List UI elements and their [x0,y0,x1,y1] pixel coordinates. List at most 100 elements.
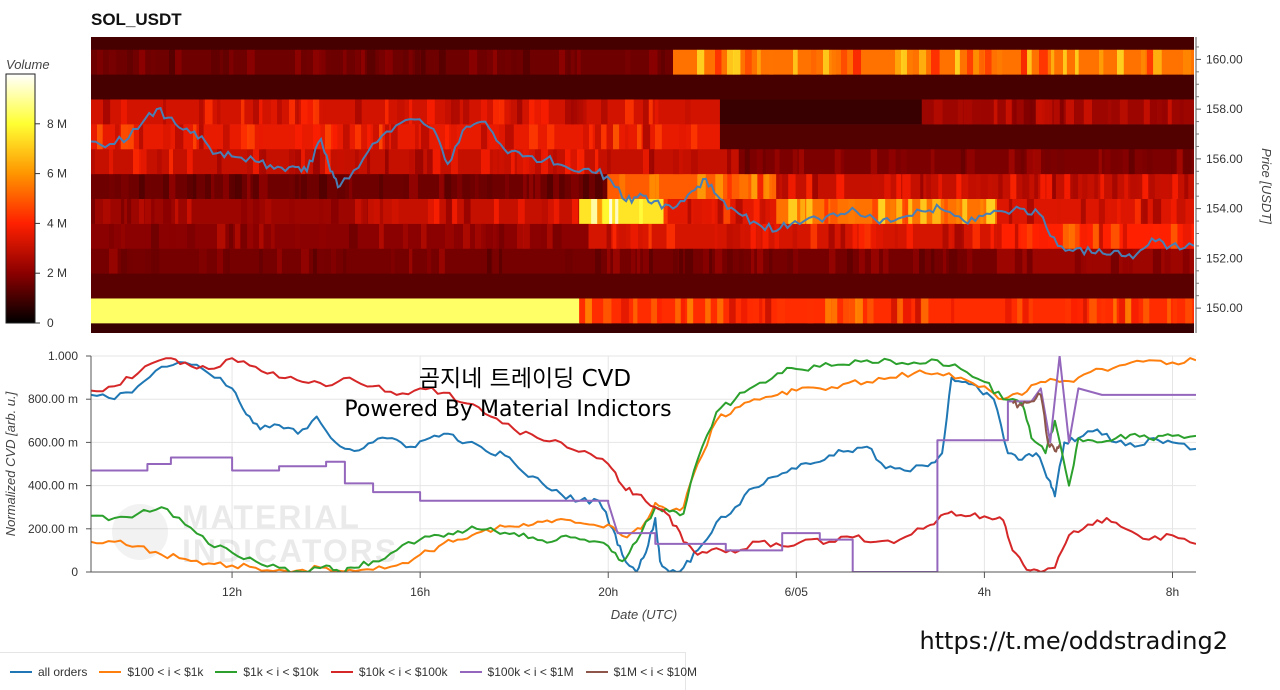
heat-band-5-seg-4 [776,198,998,224]
heat-cell [235,173,242,199]
heat-cell [487,49,494,75]
heat-cell [1032,148,1041,175]
heat-cell [1040,173,1046,199]
heat-cell [553,173,560,199]
heat-cell [541,99,549,125]
heat-cell [1185,298,1193,324]
heat-cell [373,198,380,224]
heat-cell [585,298,592,324]
heat-cell [756,148,764,175]
legend-item[interactable]: $1M < i < $10M [585,665,697,679]
heat-cell [639,198,643,224]
heat-cell [657,298,662,324]
heat-cell [547,223,553,249]
telegram-link[interactable]: https://t.me/oddstrading2 [919,627,1228,655]
cvd-series-line-2 [91,357,1196,572]
heat-cell [1173,298,1177,324]
heat-cell [319,248,325,274]
heat-cell [613,248,620,274]
heat-cell [463,99,470,125]
heat-cell [648,223,652,249]
heat-cell [1182,248,1190,274]
heat-cell [900,148,907,175]
heat-cell [864,223,872,249]
heat-cell [890,198,896,224]
heat-cell [217,248,226,274]
heat-cell [1152,198,1162,224]
heat-cell [661,49,666,75]
heat-cell [858,223,866,249]
heat-cell [175,198,179,224]
heat-cell [888,148,896,175]
heat-cell [1170,148,1175,175]
heat-cell [577,148,585,175]
heat-cell [1056,198,1062,224]
heat-cell [565,99,574,125]
heat-cell [289,99,298,125]
heat-cell [1134,198,1144,224]
heat-cell [589,124,593,150]
heat-cell [1023,99,1033,125]
heat-cell [1119,99,1128,125]
price-tick-label: 156.00 [1206,152,1243,166]
legend-item[interactable]: $1k < i < $10k [215,665,319,679]
heat-cell [621,298,629,324]
heat-cell [1142,173,1150,199]
heat-cell [691,124,698,150]
heat-cell [606,223,611,249]
heat-cell [319,49,326,75]
heat-cell [217,148,222,175]
heat-cell [757,248,764,274]
heat-cell [475,223,483,249]
price-line [91,106,1194,260]
legend-item[interactable]: all orders [10,665,87,679]
heat-cell [855,298,863,324]
legend-item[interactable]: $100 < i < $1k [99,665,203,679]
heat-cell [211,173,215,199]
heat-cell [571,99,579,125]
heat-cell [1026,223,1033,249]
heat-cell [1146,148,1153,175]
heat-cell [481,148,490,175]
heat-cell [487,248,492,274]
heat-cell [747,298,753,324]
heat-cell [391,198,399,224]
heat-cell [481,223,486,249]
heat-cell [295,223,300,249]
heat-cell [1008,148,1015,175]
heat-cell [193,124,197,150]
heat-cell [313,49,322,75]
heat-band-6-seg-1 [607,173,777,199]
heat-cell [894,223,898,249]
heat-cell [769,173,777,199]
heat-cell [723,198,731,224]
heat-cell [595,148,599,175]
heat-cell [1119,298,1129,324]
legend-item[interactable]: $100k < i < $1M [459,665,574,679]
heat-cell [319,99,324,125]
heat-cell [643,99,649,125]
heat-cell [956,173,962,199]
heat-cell [1068,223,1076,249]
legend-item[interactable]: $10k < i < $100k [330,665,448,679]
heat-cell [229,223,233,249]
heat-cell [715,173,724,199]
heat-cell [259,124,263,150]
heat-cell [1131,298,1139,324]
heat-cell [187,198,192,224]
heat-cell [872,173,879,199]
heat-cell [511,148,515,175]
heat-cell [1167,298,1171,324]
legend-swatch [459,670,482,673]
heat-cell [463,198,471,224]
heat-cell [673,248,678,274]
heat-cell [517,99,523,125]
heat-cell [732,223,741,249]
heat-cell [97,49,104,75]
heat-cell [1113,298,1117,324]
heat-cell [841,49,848,75]
heat-cell [1041,99,1050,125]
heat-cell [355,124,362,150]
heat-cell [379,173,384,199]
heat-cell [1014,223,1019,249]
